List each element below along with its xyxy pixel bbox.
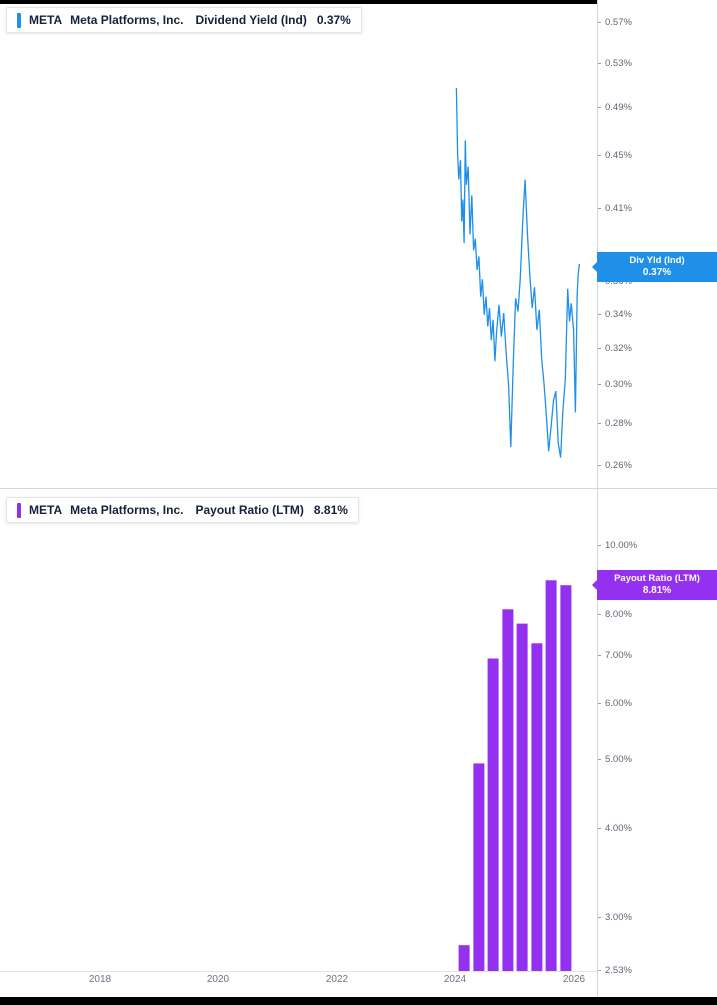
payout-ratio-bar — [545, 580, 557, 971]
y-tick-label: 5.00% — [597, 754, 632, 766]
y-tick-label: 3.00% — [597, 912, 632, 924]
payout-ratio-legend[interactable]: META Meta Platforms, Inc. Payout Ratio (… — [6, 497, 359, 523]
payout-ratio-bar — [487, 658, 499, 971]
metric-name: Dividend Yield (Ind) — [195, 13, 307, 27]
flag-value: 8.81% — [642, 585, 672, 596]
y-tick-label: 0.45% — [597, 150, 632, 162]
y-tick-label: 0.34% — [597, 309, 632, 321]
y-tick-label: 0.32% — [597, 343, 632, 355]
y-tick-label: 0.49% — [597, 102, 632, 114]
y-tick-label: 0.41% — [597, 203, 632, 215]
ticker-symbol: META — [29, 13, 63, 27]
metric-value: 0.37% — [316, 13, 351, 27]
x-tick-label: 2026 — [562, 974, 586, 985]
metric-name: Payout Ratio (LTM) — [195, 503, 304, 517]
x-tick-label: 2024 — [443, 974, 467, 985]
y-tick-label: 7.00% — [597, 650, 632, 662]
dividend-yield-legend[interactable]: META Meta Platforms, Inc. Dividend Yield… — [6, 7, 362, 33]
x-tick-label: 2022 — [325, 974, 349, 985]
flag-value: 0.37% — [642, 267, 672, 278]
legend-accent-bar — [17, 502, 21, 518]
y-tick-label: 0.30% — [597, 379, 632, 391]
y-tick-label: 0.28% — [597, 418, 632, 430]
payout-ratio-bar — [458, 945, 470, 971]
payout-ratio-bar — [560, 585, 572, 971]
x-tick-label: 2018 — [88, 974, 112, 985]
y-tick-label: 0.26% — [597, 460, 632, 472]
y-tick-label: 0.53% — [597, 58, 632, 70]
y-tick-label: 0.57% — [597, 17, 632, 29]
y-tick-label: 10.00% — [597, 540, 637, 552]
payout-ratio-last-value-flag: Payout Ratio (LTM) 8.81% — [592, 570, 717, 600]
flag-label: Payout Ratio (LTM) — [614, 573, 700, 584]
axis-divider-line — [597, 0, 598, 997]
panel-divider-line — [0, 488, 717, 489]
metric-value: 8.81% — [313, 503, 348, 517]
flag-label: Div Yld (Ind) — [629, 255, 685, 266]
x-tick-label: 2020 — [206, 974, 230, 985]
right-price-axis: 0.57%0.53%0.49%0.45%0.41%0.36%0.34%0.32%… — [597, 0, 717, 997]
payout-ratio-bar — [473, 763, 485, 971]
bottom-border-bar — [0, 997, 717, 1005]
dividend-yield-line — [455, 87, 581, 458]
ticker-symbol: META — [29, 503, 63, 517]
y-tick-label: 6.00% — [597, 698, 632, 710]
company-name: Meta Platforms, Inc. — [70, 503, 184, 517]
payout-ratio-bar — [516, 623, 528, 971]
y-tick-label: 2.53% — [597, 965, 632, 977]
payout-ratio-bar — [531, 643, 543, 971]
y-tick-label: 8.00% — [597, 609, 632, 621]
y-tick-label: 4.00% — [597, 823, 632, 835]
company-name: Meta Platforms, Inc. — [70, 13, 184, 27]
time-axis: 2018 2020 2022 2024 2026 — [0, 974, 597, 990]
x-axis-baseline — [0, 971, 597, 972]
div-yield-last-value-flag: Div Yld (Ind) 0.37% — [592, 252, 717, 282]
top-border-bar — [0, 0, 597, 4]
legend-accent-bar — [17, 12, 21, 28]
payout-ratio-bar — [502, 609, 514, 971]
